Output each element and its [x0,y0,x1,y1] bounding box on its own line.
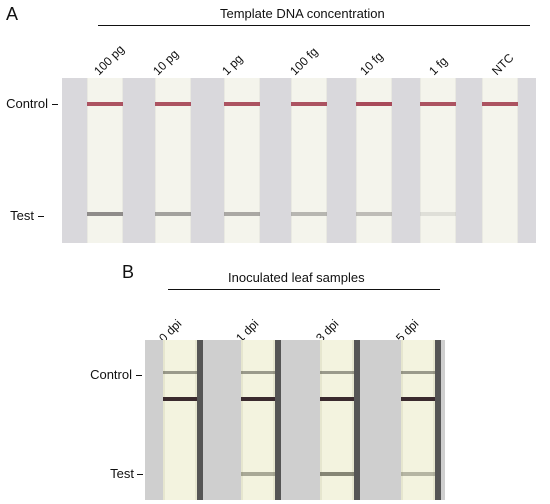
panel-a-control-band [87,102,123,106]
panel-a-strip-photo [62,78,536,243]
panel-b-control-band [401,397,435,401]
panel-b-control-band [320,397,354,401]
panel-a-header-line [98,25,530,26]
panel-a-strip [291,78,327,243]
panel-a-control-tick [52,104,58,105]
panel-a-lane-label: 1 fg [426,53,451,78]
panel-a-test-band [482,212,518,216]
panel-a-strip [356,78,392,243]
panel-b-strip-seam [401,371,435,374]
panel-b-strip [320,340,354,500]
panel-a-control-label: Control [6,96,48,111]
panel-a-lane-label: 100 pg [91,42,127,78]
panel-a-header: Template DNA concentration [220,6,385,21]
panel-b-strip-seam [241,371,275,374]
panel-a-strip [155,78,191,243]
panel-a-lane-label: NTC [489,50,517,78]
panel-a-lane-label: 1 pg [219,51,246,78]
panel-b-strip-shadow [435,340,441,500]
panel-b-header-line [168,289,440,290]
panel-b-test-band [241,472,275,476]
panel-a-strip [482,78,518,243]
panel-a-strip [224,78,260,243]
panel-b-strip-seam [163,371,197,374]
panel-b-strip-seam [320,371,354,374]
panel-a-test-band [291,212,327,216]
panel-b-control-label: Control [90,367,132,382]
panel-b-letter: B [122,262,135,282]
panel-b-test-label: Test [110,466,134,481]
panel-b-control-band [163,397,197,401]
panel-b-header: Inoculated leaf samples [228,270,365,285]
panel-a-control-band [155,102,191,106]
panel-b-test-band [320,472,354,476]
panel-a-test-band [356,212,392,216]
panel-a-control-band [224,102,260,106]
panel-a-lane-label: 10 pg [150,46,182,78]
panel-b-control-tick [136,375,142,376]
panel-a-test-label: Test [10,208,34,223]
panel-a-strip [87,78,123,243]
panel-b-test-tick [137,474,143,475]
panel-b-control-band [241,397,275,401]
panel-a-test-band [87,212,123,216]
panel-b-strip-shadow [354,340,360,500]
panel-b-strip-shadow [275,340,281,500]
panel-b-strip [401,340,435,500]
panel-a-test-band [224,212,260,216]
panel-a-strip [420,78,456,243]
panel-a-control-band [420,102,456,106]
panel-a-control-band [482,102,518,106]
panel-a-letter: A [6,4,19,24]
panel-a-lane-label: 100 fg [287,44,321,78]
panel-a-test-tick [38,216,44,217]
panel-b-strip-shadow [197,340,203,500]
panel-a-control-band [356,102,392,106]
panel-a-test-band [420,212,456,216]
panel-b-test-band [401,472,435,476]
panel-b-strip [241,340,275,500]
panel-a-lane-label: 10 fg [357,49,386,78]
panel-b-test-band [163,472,197,476]
panel-b-strip [163,340,197,500]
panel-a-test-band [155,212,191,216]
panel-a-control-band [291,102,327,106]
panel-b-strip-photo [145,340,445,500]
